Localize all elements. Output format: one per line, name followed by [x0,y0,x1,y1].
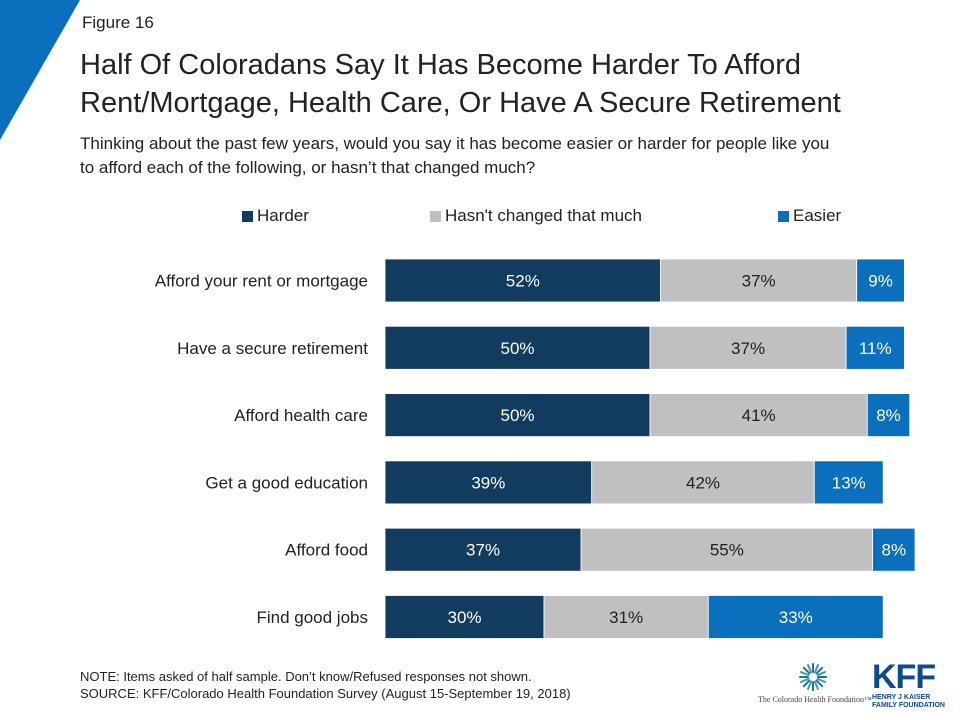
legend-swatch-easier [778,210,789,222]
title-line-1: Half Of Coloradans Say It Has Become Har… [80,49,802,81]
kff-subtitle-2: FAMILY FOUNDATION [872,702,945,709]
data-label-unchanged: 37% [742,272,776,291]
subtitle-line-1: Thinking about the past few years, would… [80,134,830,153]
legend-item-harder: Harder [242,206,309,226]
bar-segment-easier [707,595,884,639]
sunburst-ray [799,671,810,677]
data-label-harder: 52% [506,272,540,291]
bar-segment-easier [845,325,905,370]
sunburst-ray [802,666,811,675]
bar-segment-unchanged [649,325,847,370]
bar-segment-easier [856,258,905,303]
legend-item-easier: Easier [778,206,841,226]
legend-label-easier: Easier [793,206,842,225]
subtitle-line-2: to afford each of the following, or hasn… [80,158,536,177]
bar-segment-harder [384,460,593,505]
legend-label-unchanged: Hasn't changed that much [445,206,642,225]
category-label: Afford your rent or mortgage [155,272,368,291]
sunburst-ray [807,680,813,691]
data-label-unchanged: 55% [710,541,744,560]
corner-accent [0,0,80,140]
data-label-easier: 9% [868,272,893,291]
data-label-harder: 37% [466,541,500,560]
sunburst-ray [799,677,810,683]
bar-segment-harder [384,595,545,639]
colorado-health-foundation-logo: The Colorado Health Foundation™ [758,662,872,710]
category-label: Afford health care [234,406,368,425]
bar-segment-unchanged [580,527,873,572]
bar-segment-harder [384,325,651,370]
legend-item-unchanged: Hasn't changed that much [430,206,642,226]
bar-segment-easier [813,460,884,505]
data-label-harder: 30% [447,608,481,627]
legend-swatch-unchanged [430,210,441,222]
sunburst-icon [799,663,827,691]
sunburst-ray [813,663,819,674]
data-label-unchanged: 37% [731,339,765,358]
note-line: NOTE: Items asked of half sample. Don’t … [80,669,532,684]
data-label-harder: 50% [500,339,534,358]
kff-mark: KFF [872,658,936,696]
category-label: Find good jobs [256,608,368,627]
bar-segment-unchanged [543,595,709,639]
sunburst-ray [807,663,813,674]
kff-logo: KFF HENRY J KAISER FAMILY FOUNDATION [872,660,948,712]
data-label-easier: 11% [859,339,892,358]
chart-title: Half Of Coloradans Say It Has Become Har… [80,46,940,122]
corner-triangle [0,0,80,140]
sunburst-ray [802,679,811,688]
bar-segment-unchanged [591,460,815,505]
source-line: SOURCE: KFF/Colorado Health Foundation S… [80,686,571,701]
chf-logo-text: The Colorado Health Foundation™ [758,695,872,704]
bar-segment-harder [384,393,651,438]
bar-segment-unchanged [660,258,858,303]
data-label-unchanged: 41% [742,406,776,425]
title-line-2: Rent/Mortgage, Health Care, Or Have A Se… [80,87,841,119]
kff-subtitle-1: HENRY J KAISER [872,694,931,701]
chart-subtitle: Thinking about the past few years, would… [80,132,920,180]
category-label: Afford food [285,541,368,560]
sunburst-ray [816,671,827,677]
data-label-harder: 50% [500,406,534,425]
data-label-easier: 13% [832,473,866,492]
category-label: Get a good education [205,473,368,492]
bar-segment-unchanged [649,393,868,438]
bar-segment-harder [384,527,582,572]
chart-legend: Harder Hasn't changed that much Easier [0,206,960,230]
data-label-unchanged: 31% [609,608,643,627]
bar-segment-easier [872,527,916,572]
sunburst-ray [815,666,824,675]
category-label: Have a secure retirement [177,339,368,358]
sunburst-ray [816,677,827,683]
data-label-unchanged: 42% [686,473,720,492]
legend-swatch-harder [242,210,253,222]
sunburst-ray [815,679,824,688]
data-label-easier: 8% [876,406,901,425]
legend-label-harder: Harder [257,206,309,225]
figure-label: Figure 16 [82,13,154,32]
data-label-easier: 33% [779,608,813,627]
chart-note: NOTE: Items asked of half sample. Don’t … [80,668,571,702]
bar-segment-easier [866,393,911,438]
sunburst-ray [813,680,819,691]
data-label-easier: 8% [882,541,907,560]
data-label-harder: 39% [471,473,505,492]
